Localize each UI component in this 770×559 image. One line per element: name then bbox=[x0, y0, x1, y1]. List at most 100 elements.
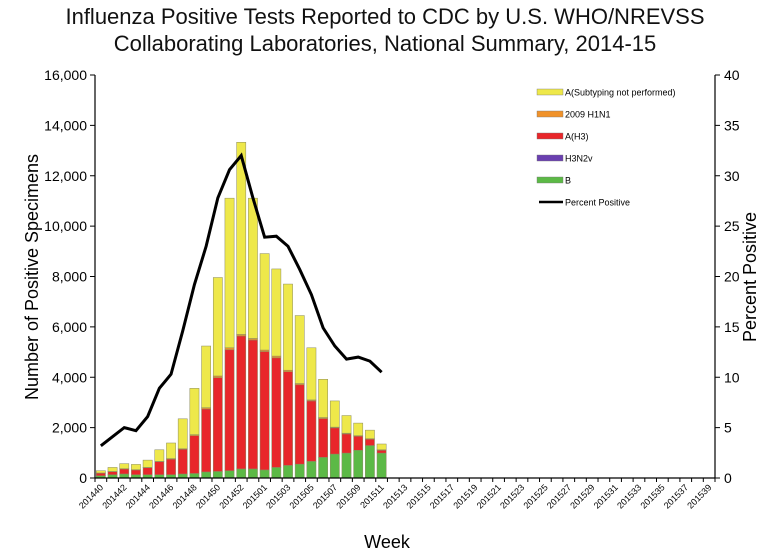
bar-segment-a-subtyping-not-performed- bbox=[177, 418, 188, 450]
bar-segment-b bbox=[283, 465, 293, 479]
y-tick-label: 12,000 bbox=[44, 168, 87, 184]
x-axis-label: Week bbox=[364, 532, 411, 552]
bar-segment-a-h3- bbox=[376, 450, 387, 454]
bar-segment-a-h3- bbox=[119, 468, 130, 475]
bar-segment-a-subtyping-not-performed- bbox=[306, 347, 317, 401]
bar-segment-a-subtyping-not-performed- bbox=[154, 449, 165, 462]
bar-segment-2009-h1n1 bbox=[271, 355, 282, 359]
bar-segment-b bbox=[306, 461, 317, 479]
legend-label: A(Subtyping not performed) bbox=[565, 88, 676, 98]
bar-segment-a-h3- bbox=[259, 351, 270, 471]
bar-segment-a-subtyping-not-performed- bbox=[283, 283, 293, 371]
bar-segment-a-subtyping-not-performed- bbox=[212, 277, 223, 377]
x-tick-label: 201515 bbox=[404, 482, 432, 510]
legend: A(Subtyping not performed) 2009 H1N1 A(H3)… bbox=[536, 88, 676, 208]
x-tick-label: 201521 bbox=[475, 482, 503, 510]
y2-tick-label: 15 bbox=[724, 319, 740, 335]
bar-segment-a-subtyping-not-performed- bbox=[294, 315, 305, 384]
percent-positive-line bbox=[99, 152, 383, 447]
bar-segment-b bbox=[271, 467, 282, 479]
bar-segment-a-h3- bbox=[365, 438, 375, 446]
x-tick-label: 201442 bbox=[100, 482, 128, 510]
bar-segment-a-subtyping-not-performed- bbox=[353, 422, 364, 436]
x-tick-label: 201448 bbox=[171, 482, 199, 510]
bar-segment-b bbox=[236, 468, 247, 479]
bar-segment-b bbox=[329, 453, 340, 479]
x-tick-label: 201511 bbox=[358, 482, 386, 510]
y2-tick-label: 20 bbox=[724, 269, 740, 285]
bar-segment-a-h3- bbox=[271, 357, 282, 468]
bar-segment-b bbox=[248, 468, 258, 479]
legend-label: B bbox=[565, 176, 571, 186]
y2-axis-label: Percent Positive bbox=[740, 212, 760, 342]
x-tick-label: 201450 bbox=[194, 482, 222, 510]
bar-segment-b bbox=[341, 452, 352, 479]
chart-title: Influenza Positive Tests Reported to CDC… bbox=[0, 3, 770, 57]
bar-segment-b bbox=[294, 463, 305, 479]
bar-segment-a-h3- bbox=[154, 461, 165, 475]
bar-segment-a-h3- bbox=[306, 400, 317, 462]
x-tick-label: 201529 bbox=[568, 482, 596, 510]
bar-segment-a-h3- bbox=[353, 435, 364, 451]
x-tick-label: 201533 bbox=[615, 482, 643, 510]
x-tick-label: 201446 bbox=[147, 482, 175, 510]
x-tick-label: 201527 bbox=[545, 482, 573, 510]
bar-segment-b bbox=[201, 471, 211, 479]
bar-segment-2009-h1n1 bbox=[212, 375, 223, 379]
x-tick-label: 201507 bbox=[311, 482, 339, 510]
y-tick-label: 2,000 bbox=[52, 420, 87, 436]
bar-segment-b bbox=[224, 470, 235, 479]
bar-segment-a-subtyping-not-performed- bbox=[329, 400, 340, 428]
bar-segment-a-subtyping-not-performed- bbox=[376, 443, 387, 451]
x-tick-label: 201523 bbox=[498, 482, 526, 510]
bar-segment-a-subtyping-not-performed- bbox=[365, 429, 375, 439]
bar-segment-a-subtyping-not-performed- bbox=[107, 467, 118, 472]
bar-segment-a-h3- bbox=[201, 408, 211, 473]
bar-segment-b bbox=[212, 471, 223, 479]
bar-segment-a-subtyping-not-performed- bbox=[201, 345, 211, 408]
bar-segment-a-subtyping-not-performed- bbox=[341, 415, 352, 434]
y2-tick-label: 10 bbox=[724, 369, 740, 385]
legend-swatch bbox=[536, 132, 564, 140]
bar-segment-a-h3- bbox=[95, 472, 106, 476]
bar-segment-b bbox=[177, 473, 188, 479]
y-tick-label: 6,000 bbox=[52, 319, 87, 335]
y2-tick-label: 0 bbox=[724, 470, 732, 486]
y-tick-label: 14,000 bbox=[44, 117, 87, 133]
x-tick-label: 201503 bbox=[264, 482, 292, 510]
x-tick-label: 201444 bbox=[124, 482, 152, 510]
bar-segment-b bbox=[365, 445, 375, 479]
x-tick-label: 201539 bbox=[685, 482, 713, 510]
bar-segment-a-h3- bbox=[142, 467, 153, 475]
bar-segment-a-h3- bbox=[318, 418, 328, 458]
bar-segment-a-h3- bbox=[224, 349, 235, 471]
bar-segment-a-h3- bbox=[189, 435, 200, 474]
bar-segment-a-h3- bbox=[248, 339, 258, 470]
bar-segment-a-subtyping-not-performed- bbox=[131, 464, 141, 470]
x-tick-label: 201517 bbox=[428, 482, 456, 510]
bar-segment-a-subtyping-not-performed- bbox=[271, 268, 282, 357]
bar-segment-b bbox=[189, 473, 200, 479]
legend-label: 2009 H1N1 bbox=[565, 110, 611, 120]
bar-segment-a-h3- bbox=[107, 471, 118, 475]
x-tick-label: 201505 bbox=[288, 482, 316, 510]
x-tick-label: 201452 bbox=[217, 482, 245, 510]
bar-segment-b bbox=[353, 450, 364, 479]
y-axis-label: Number of Positive Specimens bbox=[22, 154, 42, 400]
x-tick-label: 201519 bbox=[451, 482, 479, 510]
bar-segment-b bbox=[318, 457, 328, 479]
x-tick-label: 201440 bbox=[77, 482, 105, 510]
y-tick-label: 4,000 bbox=[52, 369, 87, 385]
bar-segment-a-subtyping-not-performed- bbox=[259, 253, 270, 351]
bar-segment-a-subtyping-not-performed- bbox=[189, 388, 200, 435]
chart-title-line-2: Collaborating Laboratories, National Sum… bbox=[113, 31, 657, 56]
x-tick-label: 201501 bbox=[241, 482, 269, 510]
x-tick-label: 201537 bbox=[662, 482, 690, 510]
x-tick-label: 201513 bbox=[381, 482, 409, 510]
bar-segment-a-h3- bbox=[166, 458, 176, 475]
bar-segment-a-subtyping-not-performed- bbox=[224, 197, 235, 349]
bar-segment-a-h3- bbox=[341, 433, 352, 454]
y-tick-label: 8,000 bbox=[52, 269, 87, 285]
bar-segment-a-h3- bbox=[329, 427, 340, 455]
bar-segment-b bbox=[376, 452, 387, 479]
